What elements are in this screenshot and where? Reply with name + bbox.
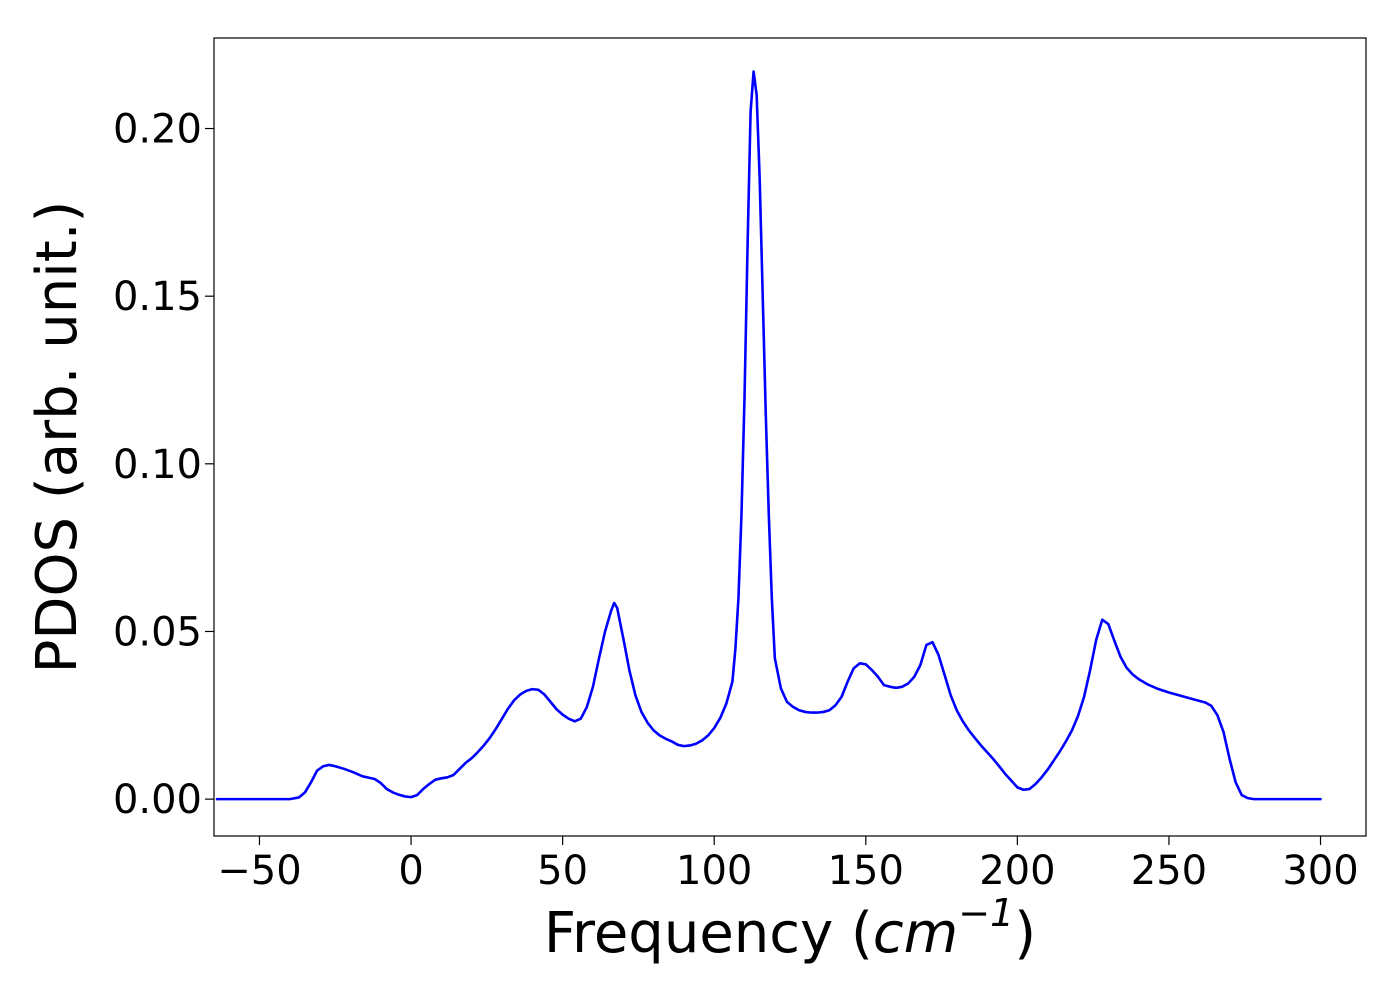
x-tick-label: 250 <box>1131 848 1207 894</box>
y-tick-label: 0.10 <box>113 442 202 488</box>
y-tick-label: 0.15 <box>113 274 202 320</box>
series-layer <box>215 70 1322 801</box>
y-axis-label: PDOS (arb. unit.) <box>25 201 90 674</box>
x-axis-label-unit-base: cm <box>873 901 958 966</box>
x-tick-label: 300 <box>1282 848 1358 894</box>
x-tick-label: 50 <box>537 848 588 894</box>
x-tick-label: 200 <box>979 848 1055 894</box>
x-tick-label: 0 <box>398 848 423 894</box>
series-line-0 <box>215 70 1322 801</box>
x-axis-ticks: −50 0 50 100 150 200 250 300 <box>217 836 1359 894</box>
x-axis-label-close: ) <box>1014 901 1036 966</box>
y-tick-label: 0.00 <box>113 777 202 823</box>
x-tick-label: 100 <box>676 848 752 894</box>
x-tick-label: 150 <box>828 848 904 894</box>
y-tick-label: 0.20 <box>113 107 202 153</box>
y-tick-label: 0.05 <box>113 609 202 655</box>
plot-frame <box>213 37 1367 837</box>
x-axis-label-unit-exponent: −1 <box>958 891 1014 935</box>
x-axis-label: Frequency (cm−1) <box>544 891 1036 966</box>
x-tick-label: −50 <box>217 848 301 894</box>
y-axis-ticks: 0.00 0.05 0.10 0.15 0.20 <box>113 107 214 823</box>
